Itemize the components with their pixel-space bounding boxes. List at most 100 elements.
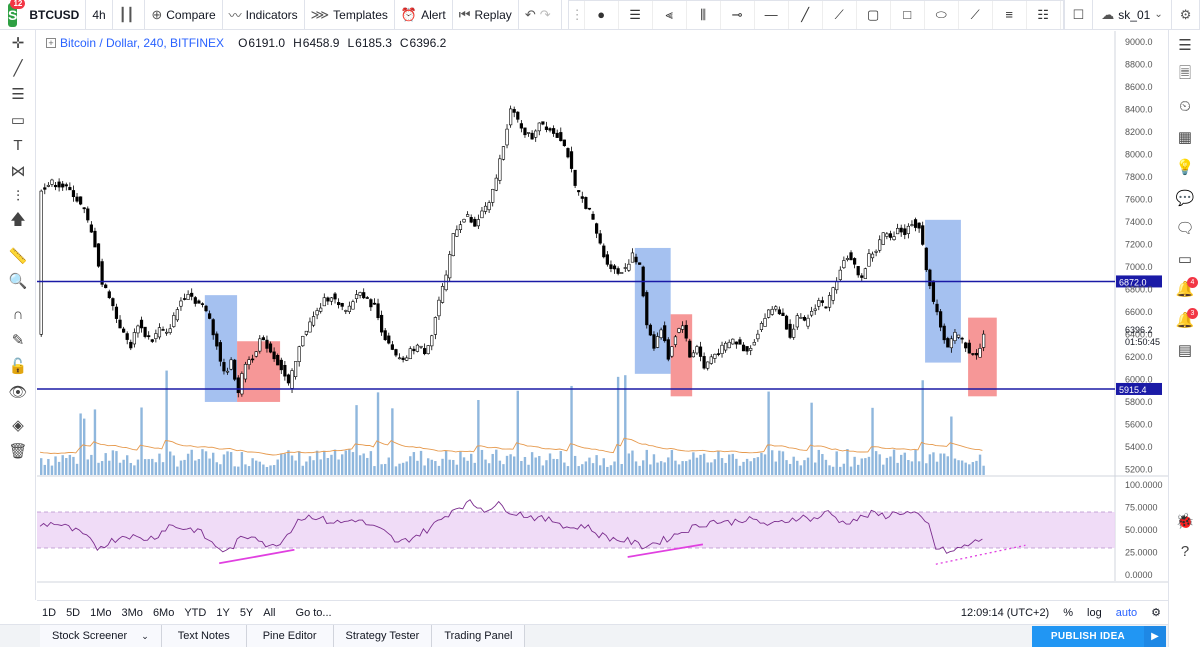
candle-body — [544, 126, 549, 130]
lock-icon[interactable]: 🔓 — [8, 357, 28, 375]
settings-button[interactable]: ⚙ — [1170, 0, 1200, 30]
price-tick-label: 8400.0 — [1125, 105, 1153, 115]
publish-idea-button[interactable]: PUBLISH IDEA — [1032, 625, 1144, 647]
range-button-1mo[interactable]: 1Mo — [90, 606, 112, 619]
alert-button[interactable]: ⏰ Alert — [395, 0, 453, 30]
parallel-lines-icon[interactable]: ☰ — [11, 85, 25, 103]
help-icon[interactable]: ? — [1180, 542, 1190, 560]
volume-bar — [631, 450, 634, 475]
volume-bar — [516, 390, 519, 475]
volume-bar — [190, 449, 193, 475]
horizontal-ray-icon[interactable]: ⊸ — [721, 0, 755, 29]
volume-bar — [699, 454, 702, 475]
range-button-1d[interactable]: 1D — [42, 606, 57, 619]
tab-text-notes[interactable]: Text Notes — [161, 625, 247, 647]
candle-body — [698, 346, 703, 357]
clock-readout[interactable]: 12:09:14 (UTC+2) — [960, 606, 1050, 619]
tab-strategy-tester[interactable]: Strategy Tester — [333, 625, 433, 647]
zoom-icon[interactable]: 🔍 — [8, 273, 28, 291]
tab-stock-screener[interactable]: Stock Screener ⌄ — [40, 625, 162, 647]
calendar-icon[interactable]: ▦ — [1177, 128, 1193, 146]
symbol-search-button[interactable]: BTCUSD — [23, 0, 87, 30]
square-icon[interactable]: □ — [891, 0, 925, 29]
path-icon[interactable]: ⟋ — [959, 0, 993, 29]
notifications-icon[interactable]: 🔔 4 — [1169, 274, 1200, 305]
volume-bar — [430, 459, 433, 475]
user-menu-button[interactable]: S 12 — [8, 0, 26, 27]
range-button-1y[interactable]: 1Y — [216, 606, 230, 619]
auto-toggle[interactable]: auto — [1115, 606, 1138, 619]
candle-body — [928, 269, 932, 287]
price-chart-svg[interactable]: 6872.0 5915.4 9000.0 8800.0 8600.0 8400.0 8200… — [37, 31, 1168, 596]
chart-type-button[interactable]: ┃┃ — [113, 0, 146, 30]
ray-icon[interactable]: ⟋ — [823, 0, 857, 29]
interval-button[interactable]: 4h — [86, 0, 113, 30]
symbol-title[interactable]: Bitcoin / Dollar, 240, BITFINEX — [60, 36, 225, 50]
redo-icon[interactable]: ↷ — [539, 6, 551, 22]
chart-area[interactable]: 6872.0 5915.4 9000.0 8800.0 8600.0 8400.0 8200… — [37, 31, 1168, 596]
rectangle-icon[interactable]: ▢ — [857, 0, 891, 29]
prediction-tool-icon[interactable]: ⫶ — [16, 187, 20, 205]
percent-toggle[interactable]: % — [1063, 606, 1074, 619]
goto-button[interactable]: Go to... — [295, 606, 332, 619]
replay-button[interactable]: ⏮ Replay — [453, 0, 519, 30]
dot-icon[interactable]: ● — [585, 0, 619, 29]
volume-bar — [785, 460, 788, 475]
magnet-icon[interactable]: ∩ — [12, 306, 24, 324]
trash-icon[interactable]: 🗑 — [8, 442, 28, 460]
trend-line-icon[interactable]: ╱ — [789, 0, 823, 29]
indicators-button[interactable]: 〰 Indicators — [223, 0, 305, 30]
expand-legend-icon[interactable]: + — [46, 38, 56, 48]
candle-body — [415, 344, 420, 352]
data-window-icon[interactable]: ▤ — [1177, 342, 1193, 360]
range-button-ytd[interactable]: YTD — [184, 606, 207, 619]
volume-bar — [158, 453, 161, 475]
pattern-tool-icon[interactable]: ⋈ — [10, 162, 26, 180]
crosshair-icon[interactable]: ✛ — [11, 34, 25, 52]
text-tool-icon[interactable]: T — [13, 136, 23, 154]
idea-bulb-icon[interactable]: 💡 — [1175, 159, 1195, 177]
tab-pine-editor[interactable]: Pine Editor — [246, 625, 334, 647]
horizontal-lines-icon[interactable]: ☰ — [619, 0, 653, 29]
undo-button[interactable]: ↶ ↷ — [519, 0, 562, 30]
news-icon[interactable]: 🗏 — [1178, 65, 1192, 83]
ruler-icon[interactable]: 📏 — [8, 247, 28, 265]
volume-bar — [960, 460, 964, 475]
eye-icon[interactable]: 👁 — [8, 383, 28, 401]
candle-body — [301, 335, 305, 347]
bug-icon[interactable]: 🐞 — [1175, 512, 1195, 530]
ellipse-icon[interactable]: ⬭ — [925, 0, 959, 29]
templates-button[interactable]: ⋙ Templates — [305, 0, 395, 30]
fib-channel-icon[interactable]: ☷ — [1027, 0, 1061, 29]
range-button-5d[interactable]: 5D — [66, 606, 81, 619]
pitchfork-icon[interactable]: ⫷ — [653, 0, 687, 29]
gear-icon[interactable]: ⚙ — [1151, 607, 1161, 619]
drag-handle-icon[interactable]: ⋮ — [571, 0, 585, 29]
vertical-bars-icon[interactable]: ⫼ — [687, 0, 721, 29]
range-button-6mo[interactable]: 6Mo — [152, 606, 175, 619]
range-button-all[interactable]: All — [263, 606, 276, 619]
rectangle-tool-icon[interactable]: ▭ — [10, 111, 26, 129]
message-icon[interactable]: 🗨 — [1175, 220, 1195, 238]
bell-icon[interactable]: 🔔 3 — [1169, 305, 1200, 336]
streams-icon[interactable]: ▭ — [1177, 250, 1193, 268]
log-toggle[interactable]: log — [1087, 606, 1102, 619]
chat-icon[interactable]: 💬 — [1175, 189, 1195, 207]
layers-icon[interactable]: ◈ — [12, 417, 24, 435]
layout-button[interactable]: ☁ sk_01 ⌄ — [1092, 0, 1170, 30]
trend-line-tool-icon[interactable]: ╱ — [13, 60, 23, 78]
compare-button[interactable]: ⊕ Compare — [145, 0, 223, 30]
range-button-3mo[interactable]: 3Mo — [121, 606, 143, 619]
candle-body — [122, 328, 126, 333]
range-button-5y[interactable]: 5Y — [239, 606, 254, 619]
fullscreen-button[interactable]: ☐ — [1063, 0, 1093, 30]
horizontal-line-icon[interactable]: — — [755, 0, 789, 29]
fib-icon[interactable]: ≡ — [993, 0, 1027, 29]
watchlist-icon[interactable]: ☰ — [1178, 37, 1192, 55]
alerts-clock-icon[interactable]: ⏲ — [1179, 97, 1191, 115]
play-icon[interactable]: ▶ — [1144, 625, 1166, 647]
pencil-lock-icon[interactable]: ✎ — [11, 332, 25, 350]
candle-body — [523, 127, 527, 136]
arrow-up-icon[interactable]: 🡅 — [10, 211, 26, 229]
tab-trading-panel[interactable]: Trading Panel — [432, 625, 526, 647]
